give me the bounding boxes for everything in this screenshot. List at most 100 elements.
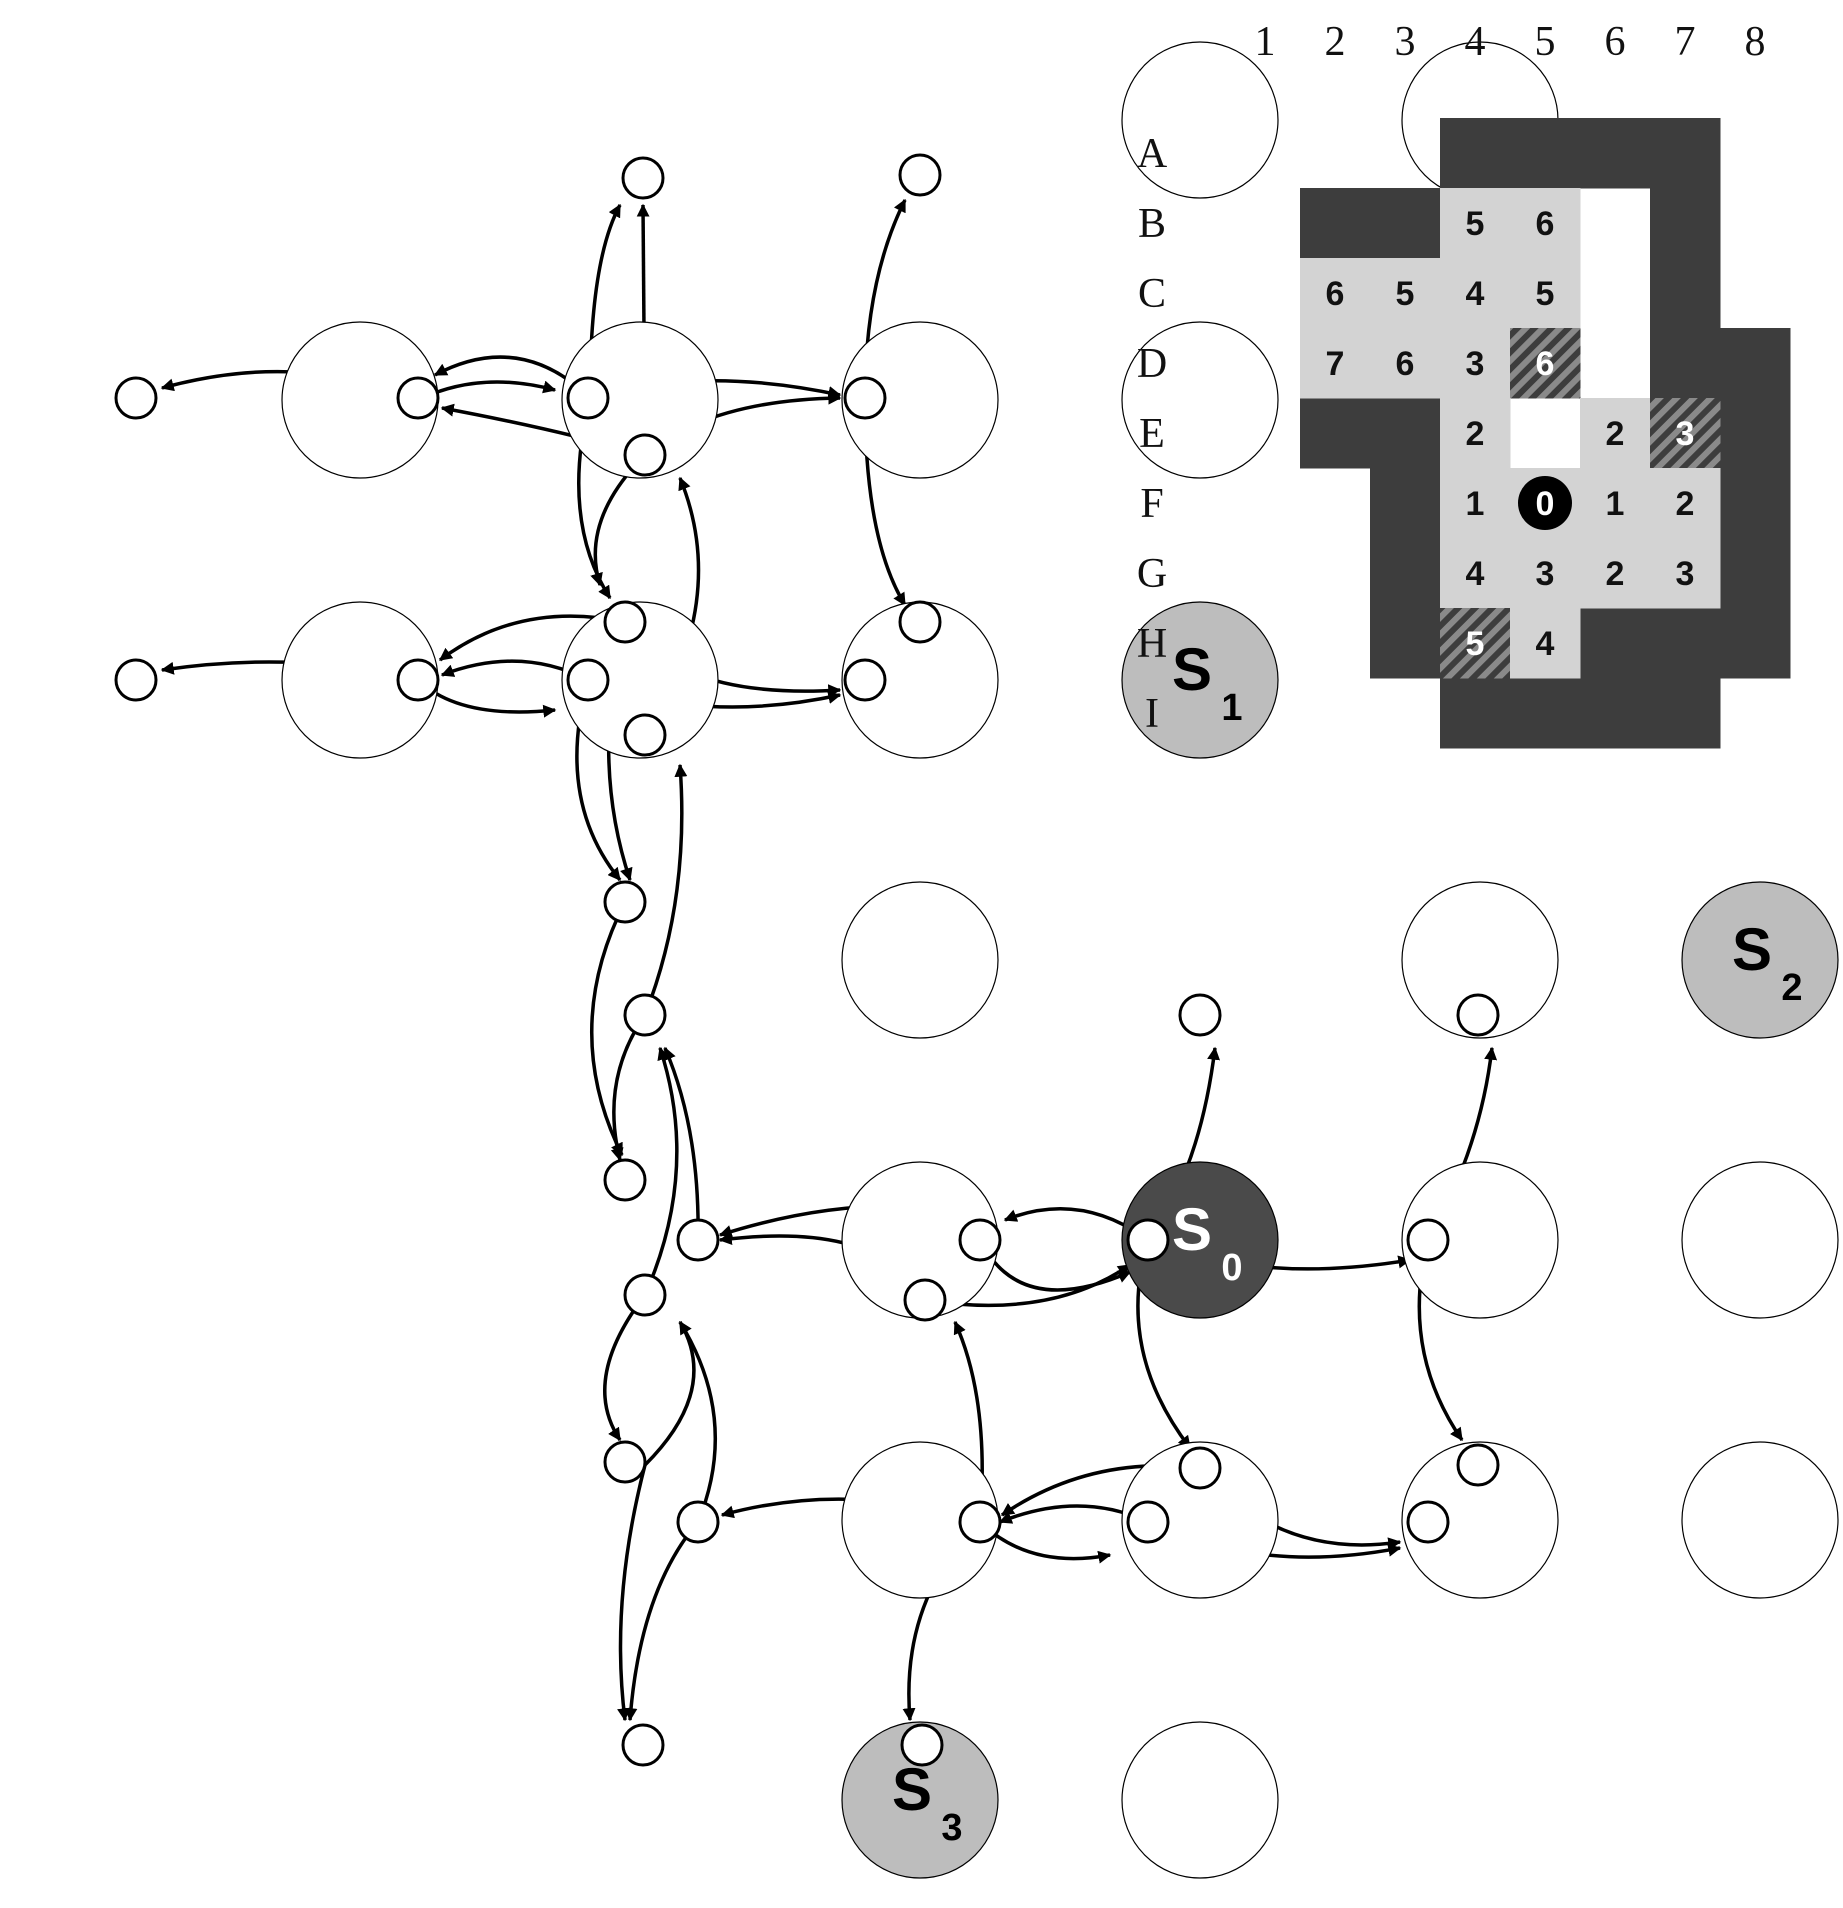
- orientation-ports: [114, 153, 1500, 1767]
- state-node: [561, 321, 719, 479]
- orientation-port: [1406, 1218, 1450, 1262]
- state-label: S: [1172, 1196, 1212, 1263]
- state-node: [561, 601, 719, 759]
- row-label: A: [1137, 131, 1168, 177]
- wall-cell: [1510, 118, 1581, 189]
- wall-cell: [1650, 118, 1721, 189]
- state-subscript: 0: [1221, 1247, 1242, 1289]
- orientation-port: [603, 1440, 647, 1484]
- floor-cell: [1440, 328, 1511, 399]
- orientation-port: [114, 376, 158, 420]
- wall-cell: [1650, 608, 1721, 679]
- orientation-port: [114, 658, 158, 702]
- transition-arrow: [978, 1239, 1132, 1292]
- state-subscript: 2: [1781, 967, 1802, 1009]
- orientation-port: [898, 600, 942, 644]
- orientation-port: [843, 658, 887, 702]
- cell-value: 2: [1676, 485, 1695, 523]
- floor-cell: [1510, 258, 1581, 329]
- orientation-port: [566, 376, 610, 420]
- cell-value: 4: [1536, 625, 1555, 663]
- state-nodes: [281, 41, 1839, 1879]
- orientation-port: [958, 1500, 1002, 1544]
- orientation-port: [900, 1723, 944, 1767]
- cell-value: 4: [1466, 555, 1485, 593]
- cell-value: 2: [1466, 415, 1485, 453]
- state-subscript: 3: [941, 1807, 962, 1849]
- cell-value: 6: [1396, 345, 1415, 383]
- orientation-port: [1178, 993, 1222, 1037]
- hatched-cell: [1440, 608, 1511, 679]
- orientation-port: [603, 1158, 647, 1202]
- state-node: [841, 321, 999, 479]
- map-column-labels: 1 2 3 4 5 6 7 8: [1255, 19, 1766, 65]
- state-label: S: [892, 1756, 932, 1823]
- column-label: 5: [1535, 19, 1556, 65]
- row-label: B: [1138, 201, 1166, 247]
- wall-cell: [1440, 118, 1511, 189]
- cell-value: 5: [1466, 625, 1485, 663]
- cell-value: 7: [1326, 345, 1345, 383]
- state-node: [841, 1721, 999, 1879]
- orientation-port: [623, 1273, 667, 1317]
- transition-arrow: [624, 1520, 700, 1722]
- wall-cell: [1370, 398, 1441, 469]
- orientation-port: [1456, 993, 1500, 1037]
- wall-cell: [1650, 188, 1721, 259]
- row-label: G: [1137, 551, 1167, 597]
- floor-cell: [1440, 258, 1511, 329]
- floor-cell: [1580, 468, 1651, 539]
- orientation-port: [1126, 1500, 1170, 1544]
- wall-cell: [1720, 538, 1791, 609]
- floor-cell: [1300, 328, 1371, 399]
- floor-cell: [1370, 258, 1441, 329]
- wall-cell: [1370, 608, 1441, 679]
- cell-value: 1: [1466, 485, 1485, 523]
- wall-cell: [1650, 678, 1721, 749]
- state-node: [1121, 1441, 1279, 1599]
- state-node: [841, 881, 999, 1039]
- state-node: [1121, 1721, 1279, 1879]
- floor-cell: [1370, 328, 1441, 399]
- wall-cell: [1720, 608, 1791, 679]
- orientation-port: [623, 713, 667, 757]
- state-node: [1121, 601, 1279, 759]
- orientation-port: [898, 153, 942, 197]
- transition-arrow: [663, 1046, 700, 1241]
- floor-cell: [1650, 538, 1721, 609]
- state-label: S: [1732, 916, 1772, 983]
- wall-cell: [1300, 398, 1371, 469]
- wall-cell: [1440, 678, 1511, 749]
- cell-value: 2: [1606, 555, 1625, 593]
- orientation-port: [958, 1218, 1002, 1262]
- transition-arrow: [643, 763, 688, 1016]
- map-cell-values: 5 6 6 5 4 5 7 6 3 6 2 2 3 1 0 1 2 4 3 2 3 5 4: [1326, 205, 1695, 663]
- transition-arrow: [678, 1320, 718, 1523]
- wall-cell: [1580, 678, 1651, 749]
- column-label: 6: [1605, 19, 1626, 65]
- orientation-port: [1456, 1443, 1500, 1487]
- wall-cell: [1720, 328, 1791, 399]
- state-node: [1121, 1161, 1279, 1319]
- floor-cell: [1510, 538, 1581, 609]
- hatched-cell: [1510, 328, 1581, 399]
- state-node: [1681, 881, 1839, 1039]
- row-label: I: [1145, 691, 1159, 737]
- cell-value: 5: [1536, 275, 1555, 313]
- orientation-port: [843, 376, 887, 420]
- row-label: F: [1140, 481, 1163, 527]
- cell-value: 0: [1536, 485, 1555, 523]
- orientation-port: [566, 658, 610, 702]
- cell-value: 1: [1606, 485, 1625, 523]
- cell-value: 6: [1326, 275, 1345, 313]
- cell-value: 3: [1466, 345, 1485, 383]
- floor-cell: [1440, 538, 1511, 609]
- wall-cell: [1580, 118, 1651, 189]
- state-node: [1121, 321, 1279, 479]
- row-label: D: [1137, 341, 1167, 387]
- orientation-port: [676, 1500, 720, 1544]
- floor-cell: [1510, 188, 1581, 259]
